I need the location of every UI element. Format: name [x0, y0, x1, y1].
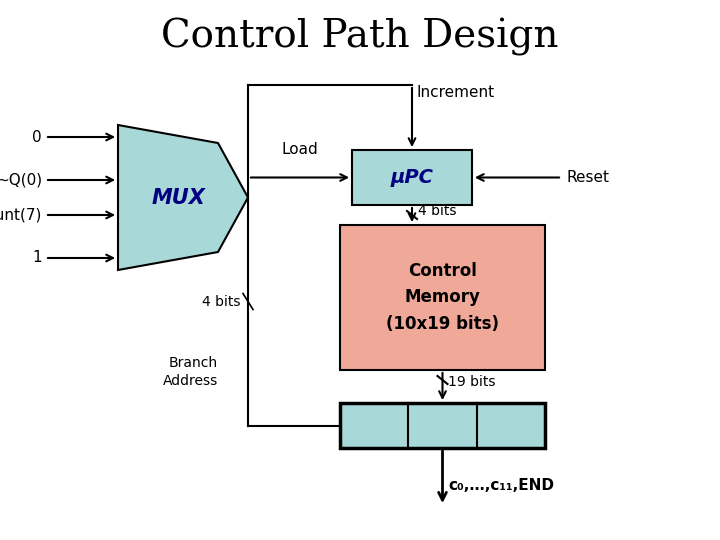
Text: 0: 0: [32, 130, 42, 145]
Text: ~Q(0): ~Q(0): [0, 172, 42, 187]
Text: Control
Memory
(10x19 bits): Control Memory (10x19 bits): [386, 262, 499, 333]
Text: c₀,…,c₁₁,END: c₀,…,c₁₁,END: [449, 478, 554, 494]
Text: μPC: μPC: [390, 168, 433, 187]
Text: Reset: Reset: [566, 170, 609, 185]
Bar: [340, 403, 545, 448]
Text: 4 bits: 4 bits: [202, 294, 240, 308]
Bar: [352, 150, 472, 205]
Text: 1: 1: [32, 251, 42, 266]
Text: MUX: MUX: [151, 187, 205, 207]
Bar: [340, 225, 545, 370]
Text: Load: Load: [282, 142, 318, 157]
Text: ~Count(7): ~Count(7): [0, 207, 42, 222]
Text: 19 bits: 19 bits: [449, 375, 496, 389]
Text: 4 bits: 4 bits: [418, 204, 456, 218]
Text: Increment: Increment: [417, 85, 495, 100]
Polygon shape: [118, 125, 248, 270]
Text: Control Path Design: Control Path Design: [161, 18, 559, 56]
Text: Branch
Address: Branch Address: [163, 356, 218, 388]
